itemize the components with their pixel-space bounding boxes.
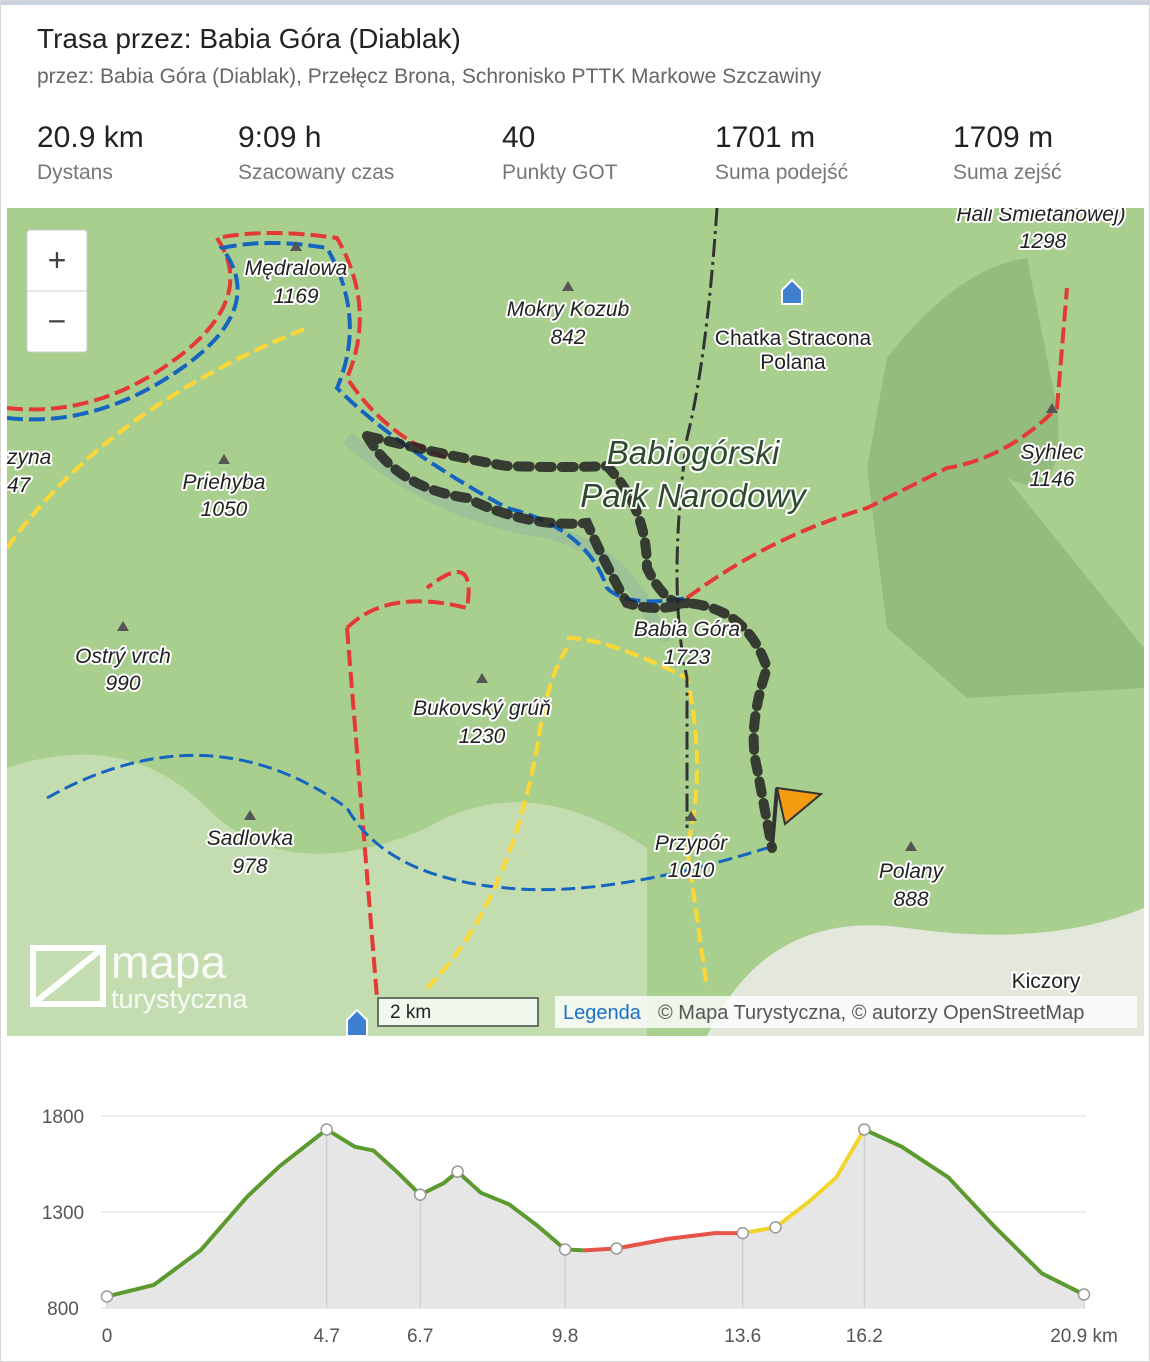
profile-line <box>742 1128 867 1236</box>
place-name: Bukovský grúň <box>413 697 551 720</box>
y-tick-label: 1800 <box>42 1107 84 1128</box>
place-name: Babia Góra <box>634 618 740 641</box>
place-elevation: 990 <box>105 672 140 695</box>
x-tick-label: 13.6 <box>724 1326 761 1347</box>
profile-line <box>106 1127 584 1299</box>
logo: mapa turystyczna <box>30 936 249 1014</box>
x-tick-label: 20.9 km <box>1050 1326 1118 1347</box>
place-name: Kiczory <box>1012 970 1081 993</box>
terrain <box>7 754 647 1036</box>
logo-text: turystyczna <box>111 984 249 1014</box>
profile-line <box>863 1127 1085 1297</box>
stat: 9:09 h Szacowany czas <box>238 121 394 185</box>
place-name: Hali Śmietanowej) <box>956 208 1125 226</box>
park-name: Babiogórski <box>607 434 781 471</box>
zoom-in[interactable]: + <box>48 242 67 278</box>
legend-link[interactable]: Legenda <box>563 1002 642 1024</box>
trail-red <box>685 287 1069 600</box>
place-name: Mokry Kozub <box>507 298 630 321</box>
trail-yellow <box>425 646 569 990</box>
place-name: Ostrý vrch <box>75 645 171 668</box>
scale-label: 2 km <box>390 1002 431 1023</box>
flag <box>775 786 824 826</box>
place-name: Chatka Stracona <box>715 327 872 350</box>
trail-red <box>345 570 471 999</box>
stat-value: 1701 m <box>715 121 816 154</box>
waypoint <box>320 1123 333 1136</box>
place-elevation: 1146 <box>1029 468 1074 491</box>
elevation-chart: 800 1300 1800 0 4.7 6.7 9.8 13.6 16.2 20.9 km <box>42 1107 1118 1347</box>
waypoint <box>858 1123 871 1136</box>
attribution-box <box>555 996 1137 1028</box>
stat-label: Suma podejść <box>715 161 849 184</box>
route-title: Trasa przez: Babia Góra (Diablak) <box>37 23 461 54</box>
route <box>362 431 777 853</box>
x-tick-label: 9.8 <box>552 1326 578 1347</box>
x-tick-label: 4.7 <box>313 1326 339 1347</box>
summit-markers <box>117 241 1058 851</box>
waypoint <box>769 1221 782 1234</box>
stat-value: 1709 m <box>953 121 1054 154</box>
place-elevation: 1723 <box>664 646 711 669</box>
trail-red <box>7 231 448 460</box>
place-elevation: 888 <box>893 888 928 911</box>
profile-area <box>107 1129 1084 1308</box>
x-tick-label: 6.7 <box>407 1326 433 1347</box>
stat-value: 20.9 km <box>37 121 144 154</box>
waypoint <box>558 1243 572 1256</box>
place-elevation: 1169 <box>273 285 318 308</box>
waypoint <box>100 1290 114 1303</box>
place-name: Priehyba <box>183 471 266 494</box>
attribution: © Mapa Turystyczna, © autorzy OpenStreet… <box>658 1002 1084 1024</box>
route-subtitle: przez: Babia Góra (Diablak), Przełęcz Br… <box>37 65 822 88</box>
shelter-icon <box>346 278 803 1036</box>
place-name: Przypór <box>655 832 728 855</box>
stat-label: Punkty GOT <box>502 161 618 184</box>
logo-text: mapa <box>111 936 226 988</box>
stat-label: Dystans <box>37 161 113 184</box>
flag-pole <box>770 787 779 849</box>
stat-label: Suma zejść <box>953 161 1062 184</box>
place-name: zyna <box>7 446 51 469</box>
place-elevation: 1010 <box>668 859 715 882</box>
top-bar <box>1 1 1149 5</box>
place-name: Polana <box>760 351 826 374</box>
x-tick-label: 0 <box>102 1326 113 1347</box>
map[interactable]: Hali Śmietanowej) 1298 Mędralowa 1169 Mo… <box>7 208 1144 1036</box>
place-name: Sadlovka <box>207 827 293 850</box>
trail-blue <box>7 241 688 604</box>
place-name: Syhlec <box>1020 441 1084 464</box>
waypoint <box>736 1226 750 1240</box>
stat: 20.9 km Dystans <box>37 121 144 185</box>
place-elevation: 1050 <box>201 498 248 521</box>
park-name: Park Narodowy <box>580 477 808 514</box>
waypoint <box>413 1188 427 1201</box>
stat-value: 9:09 h <box>238 121 322 154</box>
park-area <box>867 258 1144 698</box>
stat-label: Szacowany czas <box>238 161 395 184</box>
waypoint <box>1077 1288 1091 1301</box>
place-name: Mędralowa <box>245 257 348 280</box>
place-elevation: 47 <box>7 474 32 497</box>
stat-value: 40 <box>502 121 536 154</box>
place-elevation: 1298 <box>1020 230 1067 253</box>
y-tick-label: 800 <box>47 1299 79 1320</box>
x-tick-label: 16.2 <box>846 1326 883 1347</box>
profile-line <box>583 1231 743 1253</box>
place-elevation: 1230 <box>459 725 506 748</box>
y-tick-label: 1300 <box>42 1203 84 1224</box>
stat: 1701 m Suma podejść <box>715 121 848 185</box>
stat: 1709 m Suma zejść <box>953 121 1062 185</box>
trail-black <box>675 208 719 828</box>
place-elevation: 978 <box>232 855 267 878</box>
stat: 40 Punkty GOT <box>502 121 618 185</box>
place-name: Polany <box>879 860 945 883</box>
trail-blue <box>46 753 768 892</box>
place-elevation: 842 <box>550 326 585 349</box>
zoom-out[interactable]: − <box>48 303 67 339</box>
waypoint <box>451 1165 464 1178</box>
scale-bar <box>377 997 539 1027</box>
waypoint <box>610 1242 623 1255</box>
